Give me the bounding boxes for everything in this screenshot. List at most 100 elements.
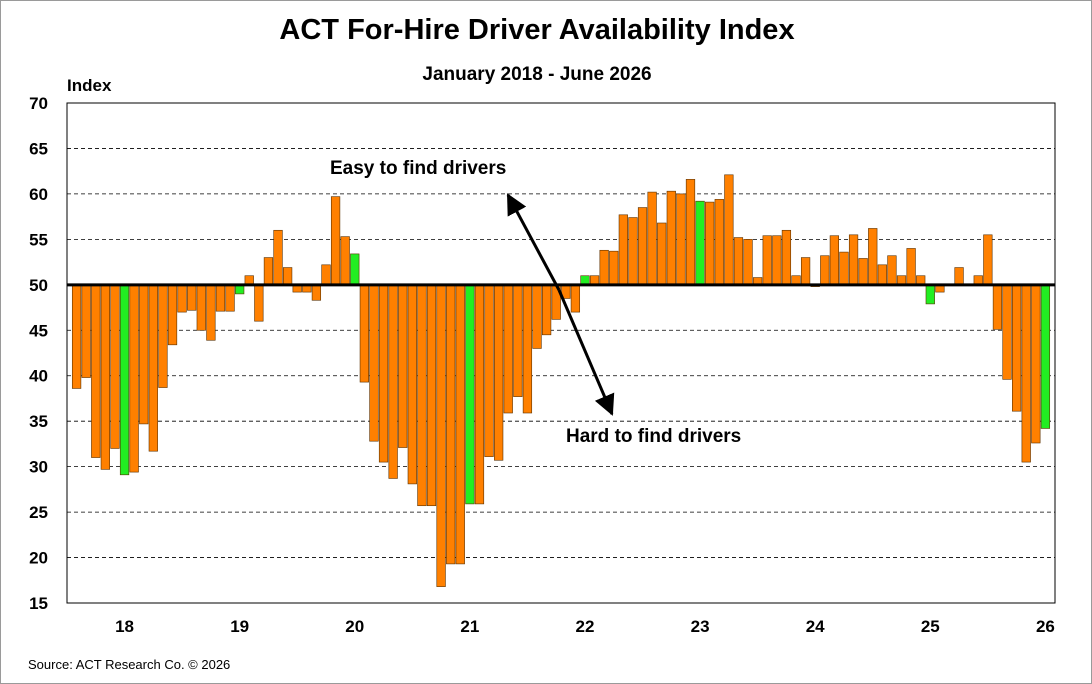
bar bbox=[772, 235, 782, 286]
bar bbox=[273, 229, 283, 286]
y-tick-label: 55 bbox=[29, 230, 48, 249]
annotation-arrow bbox=[557, 289, 615, 416]
bar bbox=[455, 284, 465, 565]
bar bbox=[666, 190, 676, 286]
bar bbox=[417, 284, 427, 507]
bar bbox=[378, 284, 389, 463]
x-tick-label: 25 bbox=[921, 617, 940, 636]
bar bbox=[484, 284, 494, 457]
bar bbox=[800, 257, 811, 286]
bar bbox=[254, 284, 264, 322]
x-tick-label: 21 bbox=[460, 617, 479, 636]
bar bbox=[887, 255, 897, 286]
bar bbox=[100, 284, 110, 470]
x-tick-label: 20 bbox=[345, 617, 364, 636]
bar bbox=[398, 284, 408, 448]
bar bbox=[829, 235, 839, 286]
bar bbox=[1031, 284, 1041, 444]
bar bbox=[465, 284, 475, 505]
x-tick-label: 18 bbox=[115, 617, 134, 636]
bar bbox=[685, 179, 696, 286]
bar bbox=[148, 284, 158, 452]
bar bbox=[321, 264, 331, 286]
bar bbox=[618, 214, 628, 286]
bar bbox=[196, 284, 206, 331]
bar bbox=[637, 207, 648, 286]
bar bbox=[781, 229, 792, 286]
bar bbox=[71, 284, 82, 389]
bar bbox=[848, 234, 859, 286]
y-tick-label: 70 bbox=[29, 94, 48, 113]
bar bbox=[513, 284, 523, 397]
bar bbox=[263, 257, 274, 286]
bar bbox=[1021, 284, 1031, 463]
y-tick-label: 35 bbox=[29, 412, 48, 431]
y-tick-label: 15 bbox=[29, 594, 48, 613]
x-tick-label: 24 bbox=[806, 617, 825, 636]
annotation-hard: Hard to find drivers bbox=[566, 426, 741, 447]
bar bbox=[426, 284, 437, 507]
y-tick-label: 45 bbox=[29, 321, 48, 340]
bar bbox=[359, 284, 369, 383]
bar bbox=[541, 284, 552, 336]
chart-title: ACT For-Hire Driver Availability Index bbox=[279, 14, 795, 46]
bar bbox=[628, 217, 638, 286]
bar bbox=[657, 222, 667, 286]
bar bbox=[877, 264, 887, 286]
y-tick-label: 50 bbox=[29, 276, 48, 295]
y-tick-label: 20 bbox=[29, 549, 48, 568]
bar bbox=[369, 284, 379, 442]
annotation-easy: Easy to find drivers bbox=[330, 158, 506, 179]
bar bbox=[311, 284, 322, 301]
bar bbox=[705, 201, 715, 286]
bar bbox=[695, 200, 705, 286]
x-tick-label: 23 bbox=[691, 617, 710, 636]
bar bbox=[714, 199, 724, 286]
chart-subtitle: January 2018 - June 2026 bbox=[422, 64, 652, 85]
bar bbox=[177, 284, 187, 313]
bar bbox=[839, 251, 849, 286]
bar bbox=[532, 284, 542, 349]
bar bbox=[187, 284, 197, 311]
bar bbox=[647, 191, 657, 286]
bar bbox=[1012, 284, 1022, 412]
bar bbox=[676, 193, 686, 286]
bar bbox=[743, 239, 753, 286]
bar bbox=[570, 284, 581, 313]
bar bbox=[954, 267, 964, 286]
x-tick-label: 22 bbox=[576, 617, 595, 636]
bar bbox=[225, 284, 235, 312]
bar bbox=[474, 284, 485, 505]
bar bbox=[215, 284, 226, 312]
bar bbox=[522, 284, 533, 414]
bar bbox=[992, 284, 1003, 330]
bar bbox=[119, 284, 130, 476]
bar bbox=[340, 236, 350, 286]
bar bbox=[110, 284, 120, 449]
bar bbox=[609, 250, 619, 286]
y-tick-label: 65 bbox=[29, 139, 48, 158]
bar bbox=[206, 284, 216, 341]
bar bbox=[283, 267, 293, 286]
x-tick-label: 26 bbox=[1036, 617, 1055, 636]
annotation-arrow bbox=[506, 193, 561, 291]
bar bbox=[91, 284, 101, 458]
bar bbox=[436, 284, 446, 587]
bar bbox=[983, 234, 993, 286]
bar bbox=[1002, 284, 1012, 380]
y-tick-label: 30 bbox=[29, 458, 48, 477]
bar bbox=[733, 237, 744, 286]
bar bbox=[724, 174, 734, 286]
bar bbox=[81, 284, 91, 378]
bar bbox=[407, 284, 417, 485]
bar bbox=[350, 253, 360, 286]
bar bbox=[446, 284, 456, 565]
bar bbox=[167, 284, 178, 346]
bar bbox=[388, 284, 398, 479]
bar bbox=[330, 196, 341, 286]
bar bbox=[139, 284, 149, 425]
bar bbox=[906, 248, 916, 286]
bar bbox=[129, 284, 139, 473]
bar bbox=[1040, 284, 1051, 429]
